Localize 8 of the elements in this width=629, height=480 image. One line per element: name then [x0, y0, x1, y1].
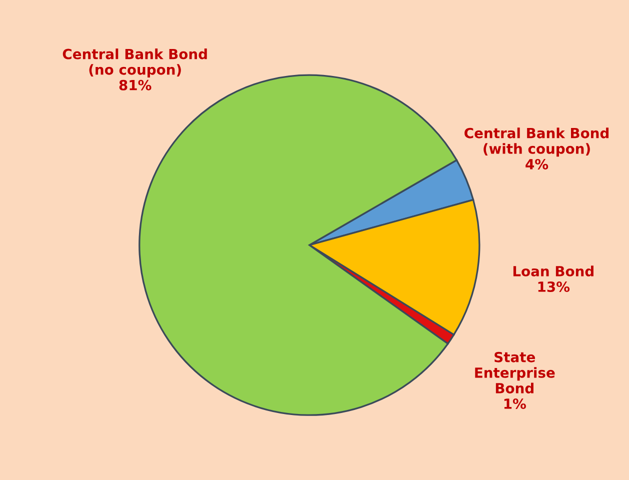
slice-label: State Enterprise Bond [475, 352, 555, 394]
slice-label: Loan Bond [513, 266, 594, 276]
data-label: 1% [504, 398, 526, 409]
data-label: 81% [119, 80, 152, 90]
slice-label: Central Bank Bond (with coupon) [464, 128, 609, 157]
data-label: 13% [538, 281, 570, 292]
slice-label: Central Bank Bond (no coupon) [62, 48, 207, 78]
data-label: 4% [526, 158, 548, 170]
